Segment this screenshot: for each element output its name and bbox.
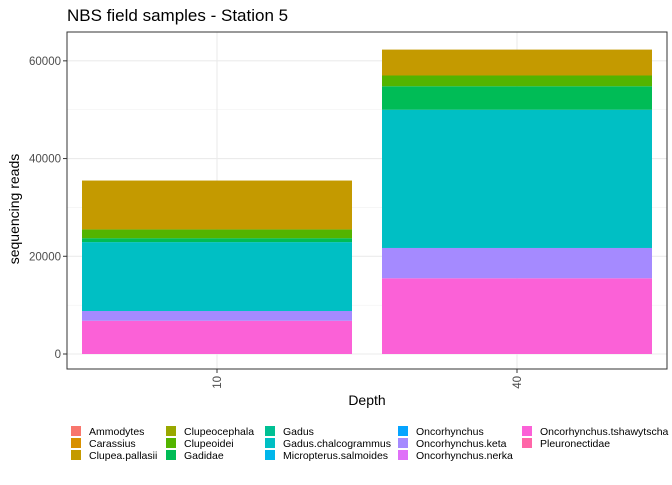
legend-key [265,426,275,436]
x-axis: 10 40 [212,369,524,389]
bar-segment [82,320,352,354]
x-tick-label: 10 [212,376,224,389]
bar-segment [82,311,352,321]
x-axis-label: Depth [348,392,385,408]
legend-label: Gadus [283,426,314,438]
bar-segment [82,180,352,230]
y-tick-label: 40000 [29,154,61,166]
legend-key [71,450,81,460]
y-tick-label: 20000 [29,251,61,263]
y-tick-label: 60000 [29,56,61,68]
y-axis-label: sequencing reads [6,154,22,265]
legend-label: Carassius [89,438,136,450]
legend-label: Pleuronectidae [540,438,610,450]
bar-segment [82,238,352,243]
bar-segment [82,242,352,312]
legend-label: Oncorhynchus [416,426,484,438]
bar-segment [382,86,652,110]
legend-key [265,450,275,460]
x-tick-label: 40 [512,376,524,389]
panel-border [66,31,668,370]
bar-segment [382,278,652,354]
legend-key [71,426,81,436]
legend-key [71,438,81,448]
legend-label: Micropterus.salmoides [283,450,388,462]
legend-key [166,438,176,448]
bar-segment [382,49,652,76]
legend-label: Clupeoidei [184,438,234,450]
legend-key [522,426,532,436]
legend-key [398,426,408,436]
legend-label: Clupea.pallasii [89,450,157,462]
legend-label: Gadus.chalcogrammus [283,438,391,450]
y-tick-label: 0 [55,349,61,361]
legend-key [265,438,275,448]
y-axis: 0 20000 40000 60000 [29,56,67,361]
bar-segment [82,229,352,239]
legend-key [166,450,176,460]
legend-label: Oncorhynchus.nerka [416,450,513,462]
legend-key [522,438,532,448]
plot-panel [66,31,668,370]
bars [82,49,652,354]
legend-label: Clupeocephala [184,426,254,438]
legend-label: Oncorhynchus.keta [416,438,507,450]
legend-key [398,438,408,448]
legend-label: Oncorhynchus.tshawytscha [540,426,669,438]
legend-key [166,426,176,436]
legend-label: Ammodytes [89,426,144,438]
legend-label: Gadidae [184,450,224,462]
bar-segment [382,75,652,87]
bar-segment [382,109,652,248]
chart-title: NBS field samples - Station 5 [67,6,288,25]
legend-key [398,450,408,460]
bar-segment [382,247,652,279]
